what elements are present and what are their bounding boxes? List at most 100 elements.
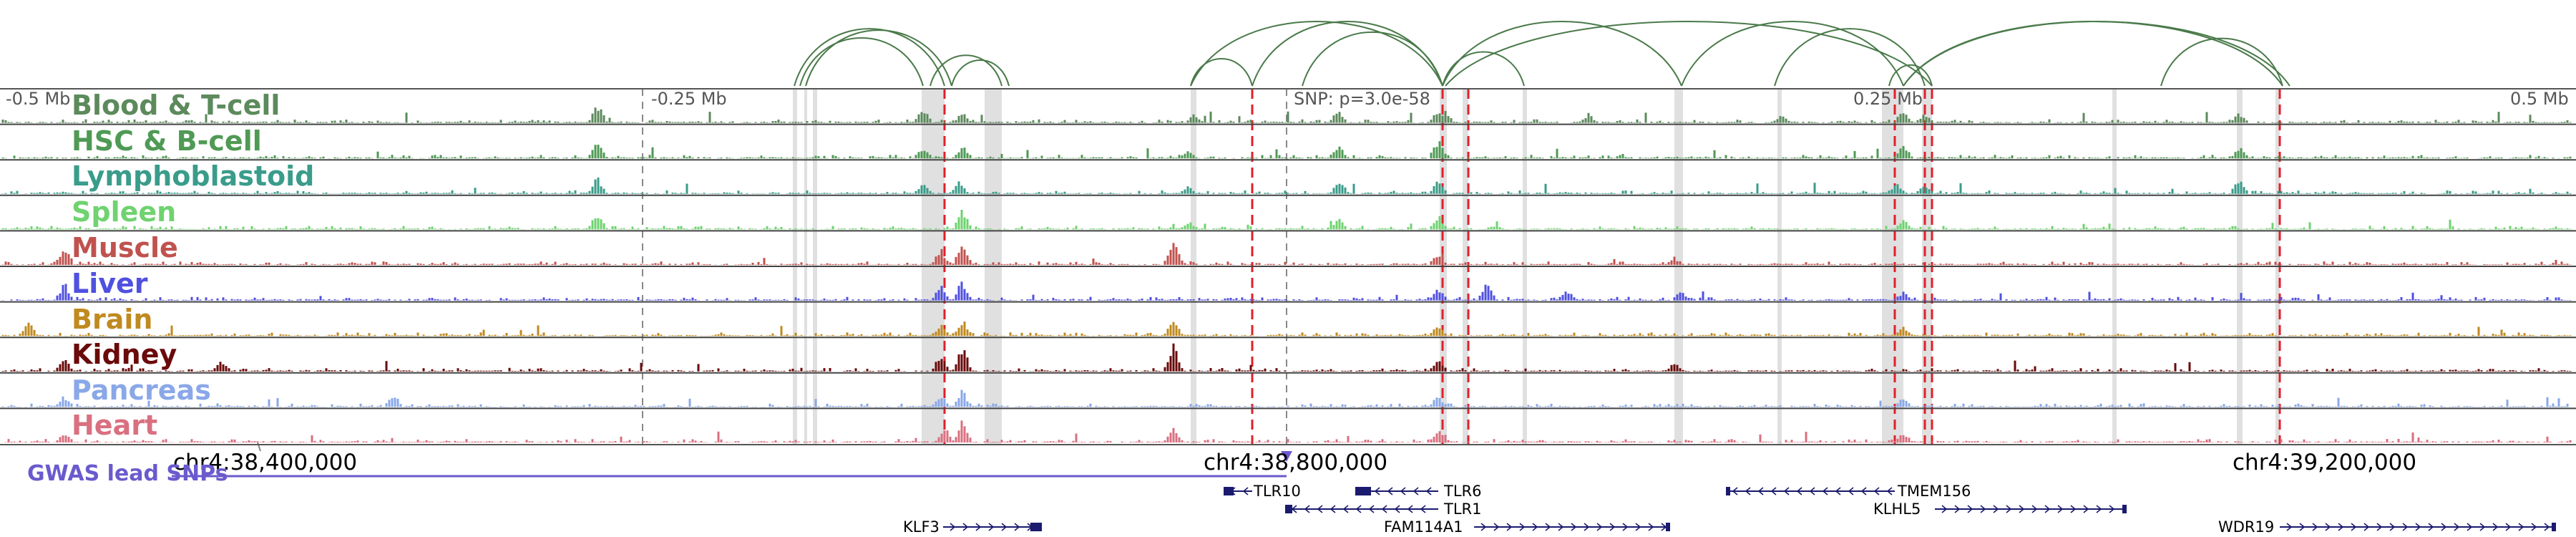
- gene-klhl5-strand-arrow: [2031, 505, 2038, 513]
- gene-klhl5-strand-arrow: [2083, 505, 2089, 513]
- signal-track-7: [1, 321, 2572, 337]
- gene-label-tlr10: TLR10: [1254, 483, 1301, 500]
- gene-klhl5-exon: [2122, 505, 2127, 513]
- gene-klhl5-strand-arrow: [2019, 505, 2025, 513]
- track-label-pancreas: Pancreas: [72, 374, 211, 406]
- gene-wdr19-strand-arrow: [2467, 523, 2473, 531]
- gene-fam114a1-strand-arrow: [1635, 523, 1641, 531]
- gwas-track-label: GWAS lead SNPs: [27, 461, 228, 486]
- gene-tlr1-strand-arrow: [1355, 505, 1362, 513]
- gene-klf3-strand-arrow: [975, 523, 982, 531]
- gene-wdr19-strand-arrow: [2363, 523, 2370, 531]
- gene-wdr19-strand-arrow: [2286, 523, 2293, 531]
- gene-fam114a1-strand-arrow: [1558, 523, 1564, 531]
- gene-tmem156-strand-arrow: [1732, 487, 1738, 495]
- gene-tlr1-strand-arrow: [1394, 505, 1400, 513]
- gene-klf3-strand-arrow: [950, 523, 956, 531]
- signal-track-10: [4, 420, 2572, 442]
- gene-tmem156-strand-arrow: [1886, 487, 1893, 495]
- signal-track-8: [1, 343, 2572, 372]
- gene-fam114a1-strand-arrow: [1596, 523, 1603, 531]
- gene-klhl5-strand-arrow: [1980, 505, 1986, 513]
- gene-label-tlr6: TLR6: [1444, 483, 1482, 500]
- track-label-heart: Heart: [72, 410, 158, 441]
- interaction-loop: [1190, 21, 1443, 87]
- gene-label-tlr1: TLR1: [1444, 500, 1482, 518]
- interaction-loop: [1252, 21, 1443, 87]
- gene-label-fam114a1: FAM114A1: [1384, 518, 1463, 536]
- gene-klf3-strand-arrow: [988, 523, 995, 531]
- gene-tlr6-strand-arrow: [1425, 487, 1432, 495]
- gene-wdr19-strand-arrow: [2325, 523, 2331, 531]
- gene-fam114a1-strand-arrow: [1622, 523, 1629, 531]
- gene-tlr6-strand-arrow: [1387, 487, 1393, 495]
- track-label-liver: Liver: [72, 268, 148, 299]
- signal-track-5: [1, 243, 2572, 265]
- gene-tmem156-strand-arrow: [1783, 487, 1790, 495]
- gene-tlr1-strand-arrow: [1330, 505, 1336, 513]
- interaction-loop: [1774, 28, 1926, 87]
- track-label-lymphoblastoid: Lymphoblastoid: [72, 160, 315, 192]
- gene-klhl5-strand-arrow: [2109, 505, 2115, 513]
- gene-wdr19-strand-arrow: [2312, 523, 2318, 531]
- gene-wdr19-strand-arrow: [2531, 523, 2537, 531]
- gene-fam114a1-exon: [1666, 523, 1670, 531]
- gene-wdr19-strand-arrow: [2389, 523, 2396, 531]
- gene-tlr6-strand-arrow: [1374, 487, 1380, 495]
- signal-track-4: [1, 210, 2572, 230]
- gene-fam114a1-strand-arrow: [1584, 523, 1590, 531]
- gene-tlr1-exon: [1285, 505, 1292, 513]
- gene-tmem156-exon: [1726, 487, 1730, 495]
- coordinate-label-right: chr4:39,200,000: [2233, 450, 2417, 475]
- gene-tlr1-strand-arrow: [1420, 505, 1426, 513]
- gene-tlr6-strand-arrow: [1400, 487, 1406, 495]
- gene-tmem156-strand-arrow: [1770, 487, 1777, 495]
- gene-klhl5-strand-arrow: [1993, 505, 1999, 513]
- gene-tmem156-strand-arrow: [1757, 487, 1764, 495]
- interaction-loop: [1903, 21, 2290, 87]
- interaction-loop: [1681, 21, 1904, 87]
- gene-fam114a1-strand-arrow: [1609, 523, 1616, 531]
- gene-tmem156-strand-arrow: [1860, 487, 1867, 495]
- gene-wdr19-strand-arrow: [2492, 523, 2499, 531]
- gene-tlr1-strand-arrow: [1407, 505, 1413, 513]
- gene-klhl5-strand-arrow: [2057, 505, 2064, 513]
- interaction-loop: [951, 59, 1010, 87]
- scale-label-plus-half: 0.5 Mb: [2510, 89, 2569, 109]
- track-label-blood-tcell: Blood & T-cell: [72, 90, 280, 121]
- gene-label-wdr19: WDR19: [2218, 518, 2275, 536]
- interaction-loop: [1302, 32, 1443, 87]
- interaction-loop: [799, 37, 924, 87]
- gene-wdr19-strand-arrow: [2338, 523, 2344, 531]
- gene-tmem156-strand-arrow: [1809, 487, 1815, 495]
- gene-tlr6-exon: [1355, 487, 1371, 495]
- interaction-loop: [1445, 21, 1933, 87]
- track-label-spleen: Spleen: [72, 196, 177, 228]
- interaction-loop: [1442, 51, 1525, 87]
- signal-track-2: [1, 141, 2572, 159]
- interaction-loop: [805, 29, 952, 87]
- gene-klf3-strand-arrow: [962, 523, 969, 531]
- interaction-loop: [1190, 58, 1253, 87]
- signal-track-3: [1, 178, 2572, 194]
- gene-fam114a1-strand-arrow: [1648, 523, 1654, 531]
- snp-pvalue-label: SNP: p=3.0e-58: [1294, 89, 1430, 109]
- gene-tmem156-strand-arrow: [1796, 487, 1802, 495]
- interaction-loop: [1442, 21, 1682, 87]
- gene-tlr10-exon: [1224, 487, 1234, 495]
- gene-klhl5-strand-arrow: [1941, 505, 1948, 513]
- interaction-loop: [1888, 64, 1933, 87]
- track-label-muscle: Muscle: [72, 232, 178, 263]
- gene-tlr1-strand-arrow: [1381, 505, 1387, 513]
- gene-label-klhl5: KLHL5: [1873, 500, 1921, 518]
- interaction-loop: [1903, 21, 2283, 87]
- scale-label-minus-half: -0.5 Mb: [6, 89, 71, 109]
- gene-tlr1-strand-arrow: [1342, 505, 1349, 513]
- gene-label-klf3: KLF3: [903, 518, 940, 536]
- gene-klf3-exon: [1030, 523, 1042, 531]
- gene-klhl5-strand-arrow: [1954, 505, 1961, 513]
- gene-fam114a1-strand-arrow: [1493, 523, 1500, 531]
- gene-wdr19-strand-arrow: [2441, 523, 2447, 531]
